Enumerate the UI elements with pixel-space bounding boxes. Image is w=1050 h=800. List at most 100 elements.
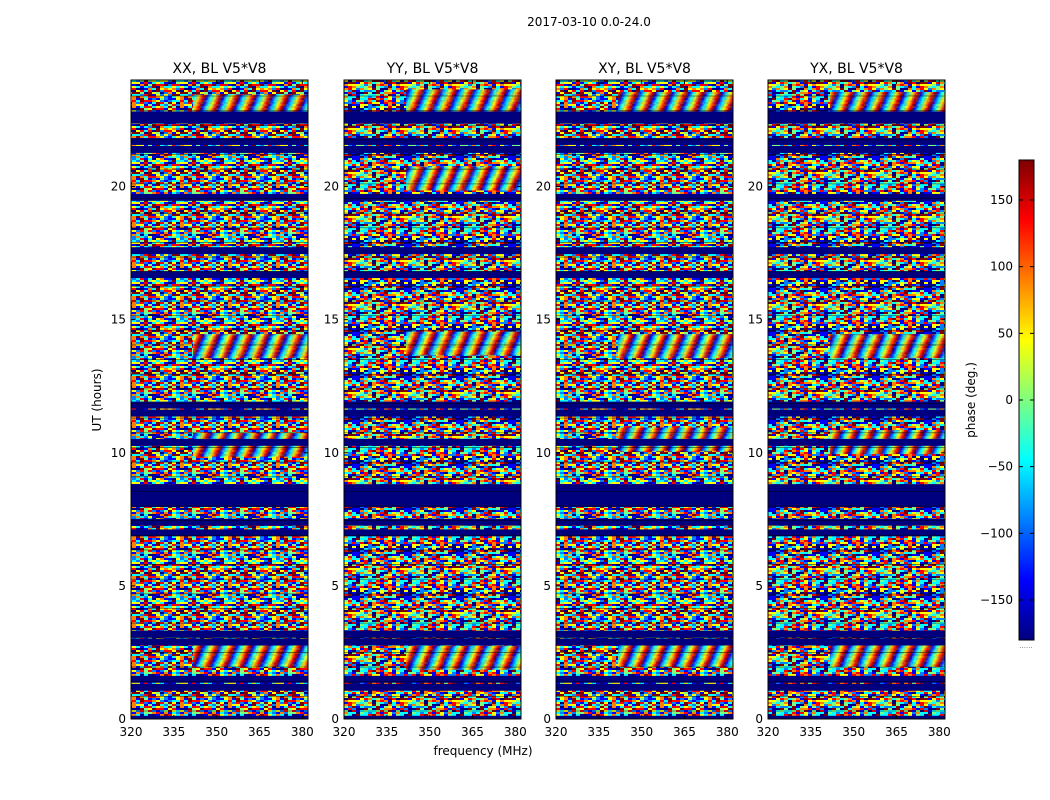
flagged-row [768, 494, 945, 502]
flagged-row [344, 438, 521, 446]
panel-frame [555, 79, 734, 720]
flagged-row [131, 138, 308, 145]
y-tick-label: 15 [324, 313, 339, 327]
x-tick-label: 365 [885, 725, 908, 739]
panel-frame [767, 79, 946, 720]
flagged-row [344, 683, 521, 691]
colorbar-tick-label: −150 [980, 593, 1013, 607]
flagged-row [131, 715, 308, 719]
y-tick-label: 15 [748, 313, 763, 327]
x-tick-label: 335 [799, 725, 822, 739]
flagged-row [131, 193, 308, 201]
phase-noise [131, 80, 308, 719]
flagged-row [344, 193, 521, 201]
x-tick-label: 335 [375, 725, 398, 739]
x-tick-label: 320 [333, 725, 356, 739]
flagged-row [131, 683, 308, 691]
flagged-row [344, 529, 521, 537]
flagged-row [768, 484, 945, 492]
panel-2: YY, BL V5*V8 320 335 350 365 380 0 5 10 15 20 [324, 61, 527, 739]
y-tick-label: 15 [111, 313, 126, 327]
flagged-row [344, 715, 521, 719]
x-tick-label: 365 [673, 725, 696, 739]
y-tick-label: 10 [536, 446, 551, 460]
flagged-row [556, 518, 733, 526]
y-tick-label: 5 [755, 579, 763, 593]
x-axis-label: frequency (MHz) [433, 744, 532, 758]
flagged-row [768, 638, 945, 646]
colorbar-tick-label: −100 [980, 526, 1013, 540]
colorbar-tick-label: −50 [988, 460, 1013, 474]
flagged-row [556, 409, 733, 417]
x-tick-label: 320 [120, 725, 143, 739]
flagged-row [556, 489, 733, 497]
x-tick-label: 365 [461, 725, 484, 739]
x-tick-label: 320 [757, 725, 780, 739]
flagged-row [131, 489, 308, 497]
flagged-row [768, 489, 945, 497]
flagged-row [768, 409, 945, 417]
y-tick-label: 15 [536, 313, 551, 327]
y-tick-label: 20 [748, 180, 763, 194]
y-tick-label: 10 [111, 446, 126, 460]
flagged-row [768, 146, 945, 153]
y-axis-label: UT (hours) [90, 368, 104, 431]
flagged-row [556, 494, 733, 502]
x-tick-label: 350 [418, 725, 441, 739]
flagged-row [131, 529, 308, 537]
y-tick-label: 10 [324, 446, 339, 460]
fringe-band [617, 91, 733, 116]
y-tick-label: 0 [118, 712, 126, 726]
flagged-row [344, 638, 521, 646]
flagged-row [344, 675, 521, 683]
flagged-row [556, 401, 733, 409]
flagged-row [768, 111, 945, 119]
flagged-row [556, 438, 733, 446]
flagged-row [768, 138, 945, 145]
panel-frame [130, 79, 309, 720]
x-tick-label: 365 [248, 725, 271, 739]
flagged-row [131, 518, 308, 526]
y-tick-label: 10 [748, 446, 763, 460]
flagged-row [556, 630, 733, 638]
flagged-row [131, 675, 308, 683]
flagged-row [556, 638, 733, 646]
flagged-row [768, 500, 945, 508]
fringe-band [829, 91, 945, 116]
fringe-band [192, 643, 308, 668]
panel-frame [343, 79, 522, 720]
colorbar-tick-label: 150 [990, 193, 1013, 207]
flagged-row [768, 715, 945, 719]
colorbar-tick-label: 100 [990, 260, 1013, 274]
flagged-row [131, 409, 308, 417]
fringe-band [617, 334, 733, 359]
fringe-band [617, 643, 733, 668]
flagged-row [556, 715, 733, 719]
y-tick-label: 5 [331, 579, 339, 593]
flagged-row [556, 247, 733, 255]
flagged-row [556, 138, 733, 145]
flagged-row [344, 494, 521, 502]
flagged-row [344, 111, 521, 119]
flagged-row [131, 271, 308, 279]
flagged-row [768, 683, 945, 691]
flagged-row [131, 146, 308, 153]
flagged-row [131, 247, 308, 255]
flagged-row [556, 116, 733, 124]
flagged-row [768, 675, 945, 683]
flagged-row [556, 193, 733, 201]
panel-3: XY, BL V5*V8 320 335 350 365 380 0 5 10 15 20 [536, 61, 739, 739]
x-tick-label: 380 [928, 725, 951, 739]
x-tick-label: 350 [630, 725, 653, 739]
fringe-band [405, 645, 521, 670]
x-tick-label: 335 [587, 725, 610, 739]
flagged-row [131, 500, 308, 508]
y-tick-label: 20 [536, 180, 551, 194]
colorbar-tick-label: 0 [1005, 393, 1013, 407]
fringe-band [405, 89, 521, 114]
flagged-row [131, 484, 308, 492]
x-tick-label: 350 [842, 725, 865, 739]
flagged-row [768, 529, 945, 537]
x-tick-label: 320 [545, 725, 568, 739]
panel-1: XX, BL V5*V8 320 335 350 365 380 0 5 10 15 20 [111, 61, 314, 739]
